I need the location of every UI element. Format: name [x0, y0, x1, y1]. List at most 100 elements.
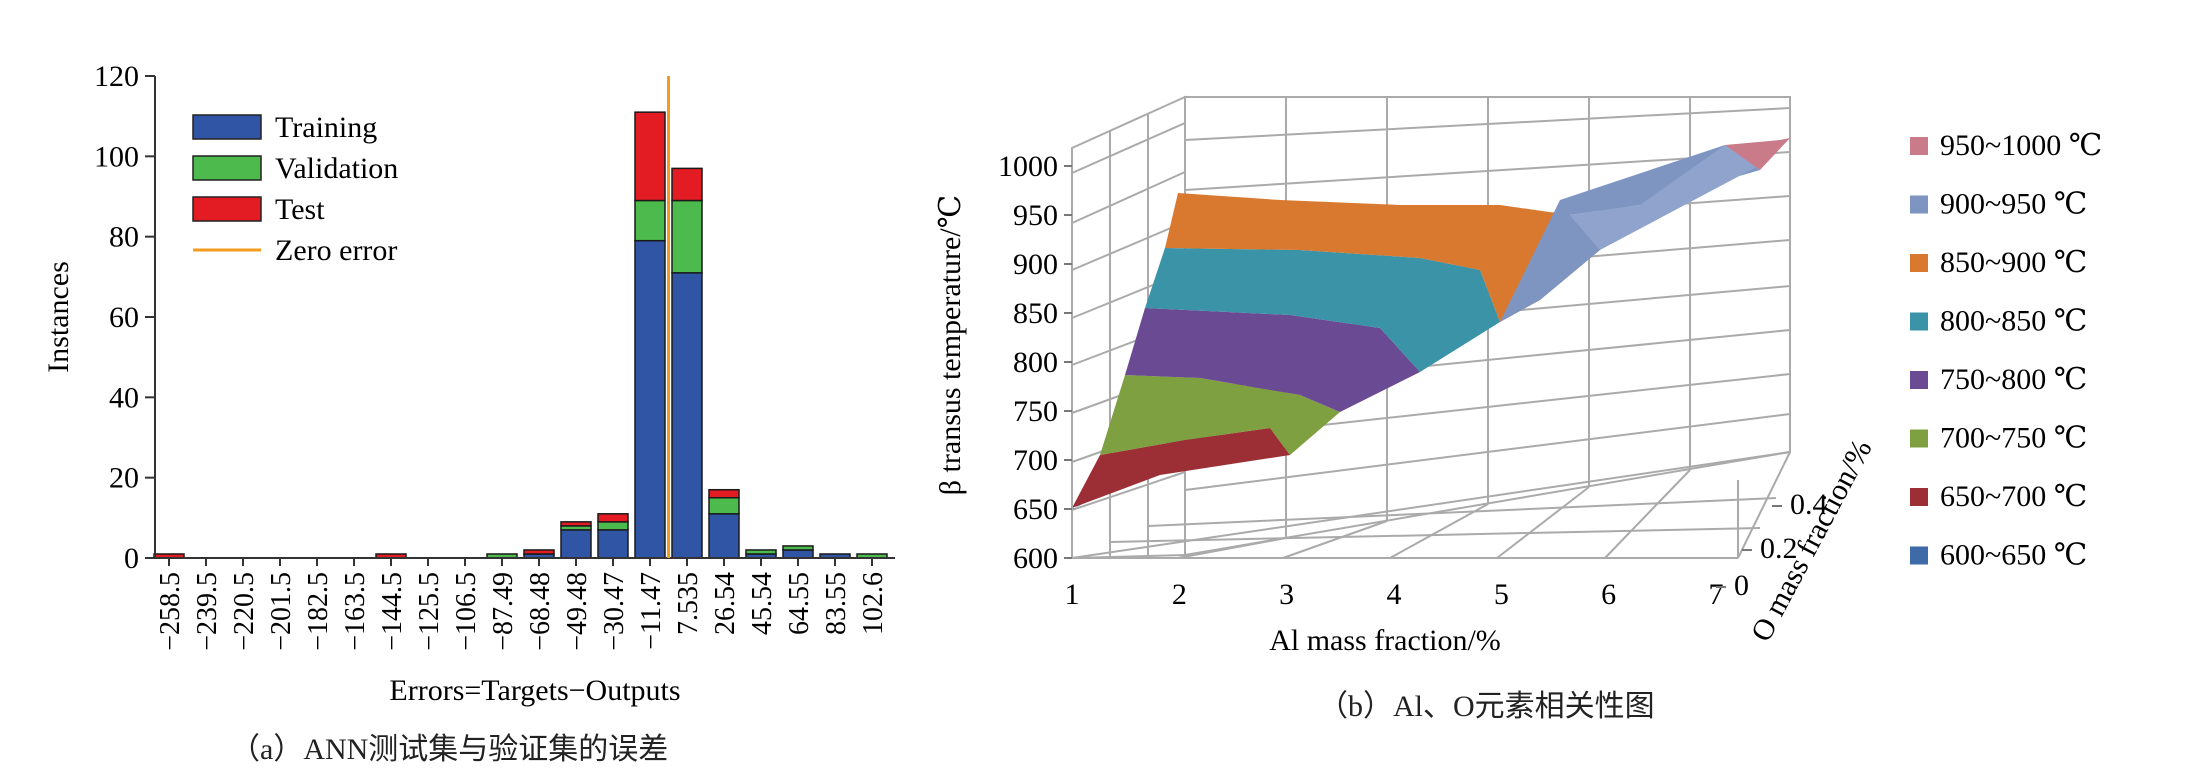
- bar-segment-training: [597, 529, 629, 559]
- legend-swatch-validation: [192, 155, 262, 181]
- x-tick-label: −258.5: [155, 572, 186, 651]
- bar-segment-validation: [745, 549, 777, 555]
- z-tick-label: 750: [1013, 395, 1058, 428]
- temperature-legend: 950~1000 ℃ 900~950 ℃ 850~900 ℃ 800~850 ℃ 750…: [1910, 129, 2102, 572]
- al-tick-label: 7: [1709, 578, 1724, 611]
- y-tick-label: 120: [94, 60, 139, 93]
- y-axis-label: Instances: [42, 261, 75, 373]
- y-tick-label: 20: [109, 462, 139, 495]
- surface-band-650-700: [1072, 428, 1290, 508]
- bar-segment-test: [597, 513, 629, 523]
- o-tick-label: 0.2: [1760, 532, 1798, 565]
- caption-b: （b）Al、O元素相关性图: [1318, 690, 1655, 723]
- z-axis-label: β transus temperature/℃: [934, 195, 967, 495]
- bar-segment-validation: [634, 199, 666, 242]
- surface-band-750-800: [1125, 308, 1420, 412]
- bar-segment-training: [671, 272, 703, 559]
- x-tick-label: −201.5: [266, 572, 297, 651]
- legend-label-validation: Validation: [275, 152, 398, 185]
- y-tick-label: 40: [109, 381, 139, 414]
- legend-swatch: [1910, 546, 1928, 565]
- legend-label-zero-error: Zero error: [275, 234, 397, 267]
- x-tick-label: −106.5: [451, 572, 482, 651]
- z-tick-label: 600: [1013, 542, 1058, 575]
- legend-label: 900~950 ℃: [1940, 188, 2087, 221]
- al-tick-label: 5: [1494, 578, 1509, 611]
- x-tick-label: −68.48: [525, 572, 556, 651]
- surface-band-850-900: [1165, 193, 1600, 322]
- al-tick-label: 6: [1601, 578, 1616, 611]
- x-tick-label: 102.6: [858, 572, 889, 635]
- x-tick-label: −87.49: [488, 572, 519, 651]
- legend-label: 650~700 ℃: [1940, 480, 2087, 513]
- legend-swatch-training: [192, 114, 262, 140]
- bar-segment-training: [560, 529, 592, 559]
- x-tick-label: −49.48: [562, 572, 593, 651]
- surface: [1072, 138, 1790, 510]
- legend-label-training: Training: [275, 111, 377, 144]
- y-tick-label: 100: [94, 140, 139, 173]
- x-tick-label: −144.5: [377, 572, 408, 651]
- legend-swatch: [1910, 254, 1928, 272]
- z-tick-label: 800: [1013, 346, 1058, 379]
- legend-label: 800~850 ℃: [1940, 305, 2087, 338]
- al-tick-label: 2: [1172, 578, 1187, 611]
- al-tick-label: 3: [1279, 578, 1294, 611]
- legend-swatch: [1910, 371, 1928, 389]
- x-tick-label: −11.47: [636, 572, 667, 650]
- surface-3d-chart: 600 650 700 750 800 850 900 950 1000 1 2 3 4 5 6 7 0 0.…: [934, 95, 2102, 657]
- x-axis-label: Errors=Targets−Outputs: [389, 674, 680, 707]
- surface-band-800-850: [1145, 248, 1500, 372]
- z-tick-label: 950: [1013, 199, 1058, 232]
- x-tick-label: 45.54: [747, 572, 778, 635]
- x-tick-label: 64.55: [784, 572, 815, 635]
- y-tick-label: 0: [124, 542, 139, 575]
- x-tick-label: 83.55: [821, 572, 852, 635]
- x-tick-label: −30.47: [599, 572, 630, 651]
- legend-swatch-test: [192, 196, 262, 222]
- x-tick-label: −163.5: [340, 572, 371, 651]
- y-tick-label: 60: [109, 301, 139, 334]
- x-axis-ticks: −258.5 −239.5 −220.5 −201.5 −182.5 −163.5 −144…: [155, 558, 889, 651]
- floor-grid: [1072, 451, 1791, 559]
- legend-label: 950~1000 ℃: [1940, 129, 2102, 162]
- x-tick-label: −220.5: [229, 572, 260, 651]
- surface-band-900-950-upper: [1570, 145, 1760, 250]
- o-axis-ticks: 0 0.2 0.4: [1716, 488, 1828, 602]
- al-axis-label: Al mass fraction/%: [1269, 624, 1501, 657]
- z-tick-label: 850: [1013, 297, 1058, 330]
- z-tick-label: 700: [1013, 444, 1058, 477]
- legend-swatch: [1910, 195, 1928, 214]
- bar-segment-test: [634, 111, 666, 202]
- legend: Training Validation Test Zero error: [192, 111, 398, 267]
- bar-segment-validation: [708, 497, 740, 515]
- legend-swatch: [1910, 312, 1928, 331]
- front-frame: [1071, 148, 1739, 558]
- error-histogram: 0 20 40 60 80 100 120 −258.5 −239.5 −220.5 −201.5…: [42, 60, 895, 707]
- legend-swatch: [1910, 429, 1928, 448]
- x-tick-label: 26.54: [710, 572, 741, 635]
- caption-a: （a）ANN测试集与验证集的误差: [230, 733, 669, 766]
- bar-segment-training: [708, 513, 740, 559]
- bar-segment-test: [708, 488, 740, 499]
- o-tick-label: 0: [1734, 569, 1749, 602]
- legend-label: 750~800 ℃: [1940, 363, 2087, 396]
- legend-swatch: [1910, 488, 1928, 506]
- bar-segment-training: [634, 239, 666, 559]
- legend-label: 600~650 ℃: [1940, 539, 2087, 572]
- legend-swatch: [1910, 137, 1928, 155]
- x-tick-label: −239.5: [192, 572, 223, 651]
- z-tick-label: 650: [1013, 493, 1058, 526]
- z-tick-label: 1000: [998, 150, 1058, 183]
- bar-segment-validation: [782, 545, 814, 551]
- z-tick-label: 900: [1013, 248, 1058, 281]
- x-tick-label: 7.535: [673, 572, 704, 635]
- surface-band-900-950: [1500, 145, 1760, 322]
- al-tick-label: 4: [1387, 578, 1402, 611]
- x-tick-label: −125.5: [414, 572, 445, 651]
- x-tick-label: −182.5: [303, 572, 334, 651]
- y-axis-ticks: 0 20 40 60 80 100 120: [94, 60, 155, 575]
- histogram-bars: [153, 111, 888, 559]
- al-axis-ticks: 1 2 3 4 5 6 7: [1065, 578, 1724, 611]
